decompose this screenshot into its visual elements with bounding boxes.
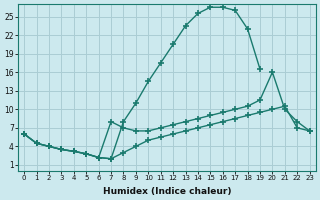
X-axis label: Humidex (Indice chaleur): Humidex (Indice chaleur) <box>103 187 231 196</box>
